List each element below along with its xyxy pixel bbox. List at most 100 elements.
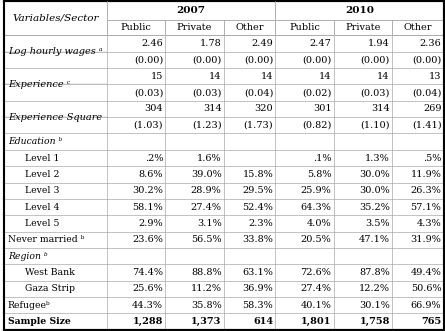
Text: 25.9%: 25.9% [301,186,332,195]
Text: 4.3%: 4.3% [417,219,441,228]
Text: 66.9%: 66.9% [411,301,441,309]
Text: 30.0%: 30.0% [359,170,390,179]
Text: 27.4%: 27.4% [300,284,332,293]
Text: 72.6%: 72.6% [300,268,332,277]
Text: 1,758: 1,758 [360,317,390,326]
Text: .5%: .5% [423,154,441,163]
Text: (0.00): (0.00) [412,56,441,65]
Text: 30.2%: 30.2% [132,186,163,195]
Text: 20.5%: 20.5% [301,235,332,244]
Text: Experience Square: Experience Square [8,113,102,122]
Text: Education ᵇ: Education ᵇ [8,137,62,146]
Text: 1.3%: 1.3% [365,154,390,163]
Text: 2.36: 2.36 [420,39,441,48]
Text: 49.4%: 49.4% [411,268,441,277]
Text: 1.78: 1.78 [200,39,222,48]
Text: 25.6%: 25.6% [133,284,163,293]
Text: (0.03): (0.03) [192,88,222,97]
Text: 57.1%: 57.1% [411,203,441,212]
Text: 11.9%: 11.9% [411,170,441,179]
Text: 320: 320 [255,105,273,114]
Text: 58.3%: 58.3% [243,301,273,309]
Text: Experience ᶜ: Experience ᶜ [8,80,70,89]
Text: 35.2%: 35.2% [359,203,390,212]
Text: 1,801: 1,801 [301,317,332,326]
Text: Other: Other [235,23,264,32]
Text: (0.04): (0.04) [412,88,441,97]
Text: 1.6%: 1.6% [197,154,222,163]
Text: Public: Public [121,23,152,32]
Text: 88.8%: 88.8% [191,268,222,277]
Text: 52.4%: 52.4% [242,203,273,212]
Text: Never married ᵇ: Never married ᵇ [8,235,84,244]
Text: 4.0%: 4.0% [307,219,332,228]
Text: 15: 15 [151,72,163,81]
Text: 36.9%: 36.9% [243,284,273,293]
Text: 14: 14 [319,72,332,81]
Text: 301: 301 [313,105,332,114]
Text: 30.0%: 30.0% [359,186,390,195]
Text: (0.00): (0.00) [192,56,222,65]
Text: 304: 304 [145,105,163,114]
Text: West Bank: West Bank [13,268,75,277]
Text: (1.73): (1.73) [243,121,273,130]
Text: 35.8%: 35.8% [191,301,222,309]
Text: 2.47: 2.47 [310,39,332,48]
Text: .2%: .2% [145,154,163,163]
Text: Region ᵇ: Region ᵇ [8,252,48,260]
Text: 28.9%: 28.9% [191,186,222,195]
Text: 2.49: 2.49 [251,39,273,48]
Text: 3.1%: 3.1% [197,219,222,228]
Text: 314: 314 [371,105,390,114]
Text: 1,373: 1,373 [191,317,222,326]
Text: 11.2%: 11.2% [190,284,222,293]
Text: Variables/Sector: Variables/Sector [12,14,99,23]
Text: 14: 14 [261,72,273,81]
Text: Other: Other [404,23,432,32]
Text: 31.9%: 31.9% [411,235,441,244]
Text: (0.03): (0.03) [134,88,163,97]
Text: (0.02): (0.02) [302,88,332,97]
Text: 14: 14 [377,72,390,81]
Text: 8.6%: 8.6% [139,170,163,179]
Text: 50.6%: 50.6% [411,284,441,293]
Text: (1.03): (1.03) [134,121,163,130]
Text: (0.00): (0.00) [244,56,273,65]
Text: 33.8%: 33.8% [242,235,273,244]
Text: 1,288: 1,288 [133,317,163,326]
Text: 5.8%: 5.8% [307,170,332,179]
Text: Level 2: Level 2 [13,170,60,179]
Text: 56.5%: 56.5% [191,235,222,244]
Text: Sample Size: Sample Size [8,317,71,326]
Text: 13: 13 [429,72,441,81]
Text: 765: 765 [421,317,441,326]
Text: (0.00): (0.00) [302,56,332,65]
Text: (0.82): (0.82) [302,121,332,130]
Text: 15.8%: 15.8% [243,170,273,179]
Text: Level 4: Level 4 [13,203,60,212]
Text: (1.10): (1.10) [360,121,390,130]
Text: 74.4%: 74.4% [132,268,163,277]
Text: 29.5%: 29.5% [243,186,273,195]
Text: 39.0%: 39.0% [191,170,222,179]
Text: (0.03): (0.03) [360,88,390,97]
Text: Level 1: Level 1 [13,154,60,163]
Text: (0.00): (0.00) [134,56,163,65]
Text: 3.5%: 3.5% [365,219,390,228]
Text: 2.9%: 2.9% [138,219,163,228]
Text: 30.1%: 30.1% [359,301,390,309]
Text: 23.6%: 23.6% [132,235,163,244]
Text: 27.4%: 27.4% [190,203,222,212]
Text: .1%: .1% [313,154,332,163]
Text: 87.8%: 87.8% [359,268,390,277]
Text: (1.41): (1.41) [412,121,441,130]
Text: Level 3: Level 3 [13,186,60,195]
Text: 269: 269 [423,105,441,114]
Text: Level 5: Level 5 [13,219,60,228]
Text: Public: Public [289,23,320,32]
Text: 14: 14 [209,72,222,81]
Text: Private: Private [345,23,380,32]
Text: Gaza Strip: Gaza Strip [13,284,75,293]
Text: 2010: 2010 [345,6,374,15]
Text: 44.3%: 44.3% [132,301,163,309]
